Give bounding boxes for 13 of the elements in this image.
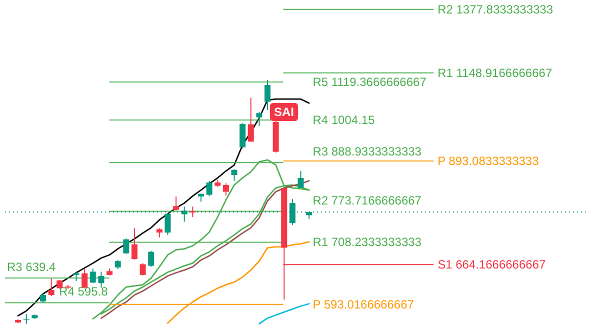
ref-line-label: S1 664.1666666667 — [438, 258, 546, 272]
ref-line-label: R3 639.4 — [6, 260, 56, 274]
ref-line-label: P 593.0166666667 — [312, 297, 414, 312]
ref-line-label: R1 1148.9166666667 — [438, 66, 552, 80]
annotation: SAI — [270, 103, 298, 122]
ref-line-label: R4 595.8 — [59, 284, 108, 299]
ref-line-label: R5 1119.3666666667 — [312, 75, 427, 90]
ref-line-label: R4 1004.15 — [312, 113, 376, 128]
ref-line-label: R3 888.9333333333 — [312, 144, 422, 159]
ref-line-label: R2 1377.8333333333 — [438, 2, 554, 16]
ref-line-label: R2 773.7166666667 — [312, 193, 422, 208]
ref-line-label: P 893.0833333333 — [438, 154, 540, 168]
ref-line-label: R1 708.2333333333 — [312, 235, 422, 250]
